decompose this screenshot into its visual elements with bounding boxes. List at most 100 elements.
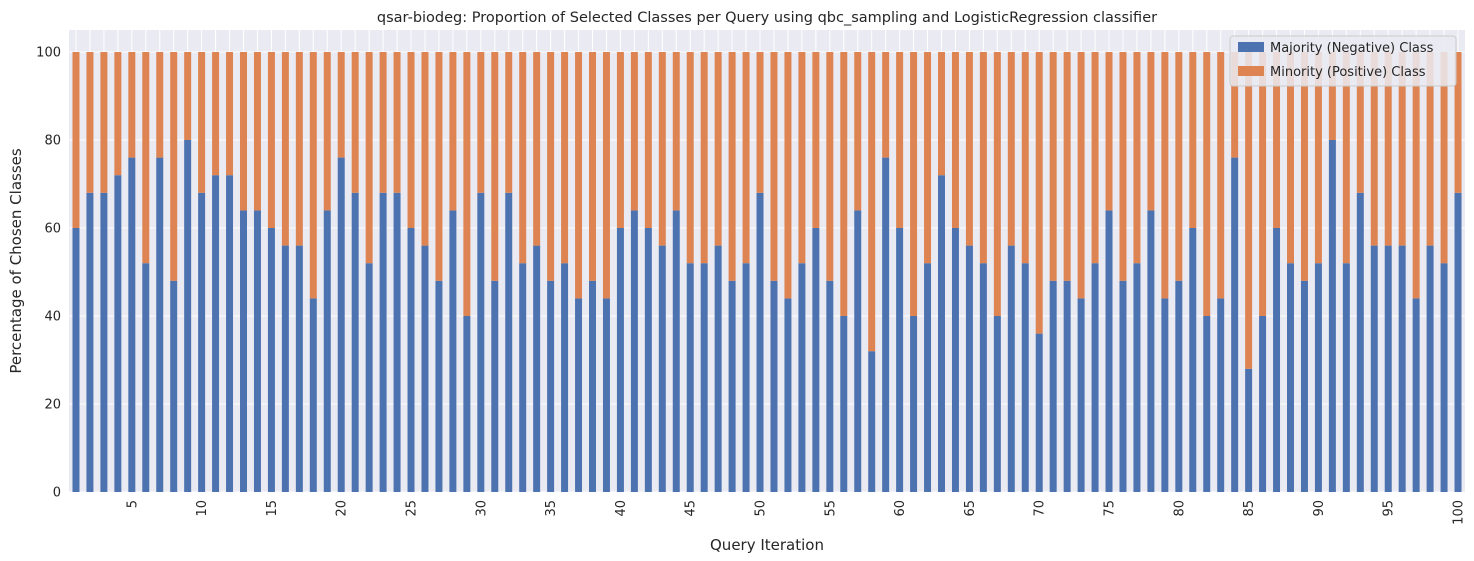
bar-majority [1175,280,1183,492]
bar-majority [1300,280,1308,492]
bar-minority [1175,52,1183,281]
x-tick-label: 30 [474,500,489,517]
bar-minority [253,52,261,211]
bar-minority [351,52,359,193]
legend-swatch-minority [1238,66,1264,76]
bar-minority [142,52,150,264]
bar-majority [1231,157,1239,492]
bar-majority [910,316,918,492]
bar-minority [281,52,289,246]
bar-majority [128,157,136,492]
bar-minority [365,52,373,264]
bar-majority [295,245,303,492]
bar-minority [240,52,247,211]
bar-majority [589,280,596,492]
bar-minority [1063,52,1071,281]
x-axis-label: Query Iteration [710,536,824,554]
bar-minority [826,52,834,281]
bar-majority [240,210,247,492]
legend-box [1229,35,1457,87]
bar-minority [533,52,541,246]
bar-minority [589,52,596,281]
bar-minority [616,52,624,228]
bar-minority [1440,52,1448,264]
bar-majority [281,245,289,492]
bar-majority [351,192,359,493]
bar-majority [463,316,471,492]
bar-minority [1356,52,1364,193]
bar-majority [477,192,485,493]
bar-minority [742,52,750,264]
bar-minority [686,52,694,264]
bar-minority [295,52,303,246]
bar-majority [114,175,122,492]
x-tick-label: 20 [335,500,350,517]
bar-minority [1231,52,1239,158]
bar-minority [407,52,415,228]
bar-minority [184,52,192,140]
bar-majority [184,140,192,492]
bar-majority [1273,228,1281,492]
bar-majority [630,210,638,492]
chart-title: qsar-biodeg: Proportion of Selected Clas… [377,10,1157,26]
bar-minority [198,52,206,193]
bar-minority [784,52,792,299]
bar-minority [170,52,178,281]
bar-minority [812,52,820,228]
bar-minority [965,52,973,246]
bar-minority [86,52,94,193]
bar-minority [449,52,457,211]
bar-minority [1384,52,1392,246]
bar-minority [993,52,1001,316]
bar-minority [1217,52,1225,299]
bar-minority [1021,52,1029,264]
bar-minority [756,52,764,193]
bar-minority [100,52,108,193]
bar-minority [575,52,583,299]
bar-minority [463,52,471,316]
bar-majority [1203,316,1211,492]
bar-minority [267,52,275,228]
bar-majority [714,245,722,492]
bar-majority [1259,316,1267,492]
bar-majority [1161,298,1169,492]
bar-majority [1147,210,1155,492]
x-tick-label: 60 [893,500,908,517]
bar-majority [435,280,443,492]
x-tick-label: 45 [684,500,699,517]
bar-majority [575,298,583,492]
bar-minority [658,52,666,246]
bar-majority [72,228,80,492]
bar-minority [323,52,331,211]
bar-minority [1189,52,1197,228]
bar-minority [547,52,555,281]
y-tick-label: 100 [36,46,61,61]
bar-minority [519,52,527,264]
bar-majority [267,228,275,492]
bar-majority [896,228,904,492]
bar-minority [882,52,890,158]
bar-minority [393,52,401,193]
bar-minority [477,52,485,193]
bar-majority [1412,298,1420,492]
bar-majority [1398,245,1406,492]
x-tick-label: 70 [1033,500,1048,517]
bar-majority [547,280,555,492]
x-tick-label: 100 [1452,500,1467,525]
x-tick-label: 35 [544,500,559,517]
bar-minority [1077,52,1085,299]
x-axis-ticks: 5 10 15 20 25 30 35 40 45 50 55 60 65 70 75 80 85 90 95 100 [125,500,1466,525]
bar-majority [742,263,750,492]
bar-majority [519,263,527,492]
x-tick-label: 5 [125,500,140,508]
bar-majority [770,280,778,492]
bar-minority [630,52,638,211]
bar-majority [198,192,206,493]
bar-majority [1440,263,1448,492]
x-tick-label: 10 [195,500,210,517]
bar-minority [1245,52,1253,369]
bar-minority [1119,52,1127,281]
plot-background [69,30,1465,492]
bar-minority [114,52,122,176]
bar-minority [1091,52,1099,264]
